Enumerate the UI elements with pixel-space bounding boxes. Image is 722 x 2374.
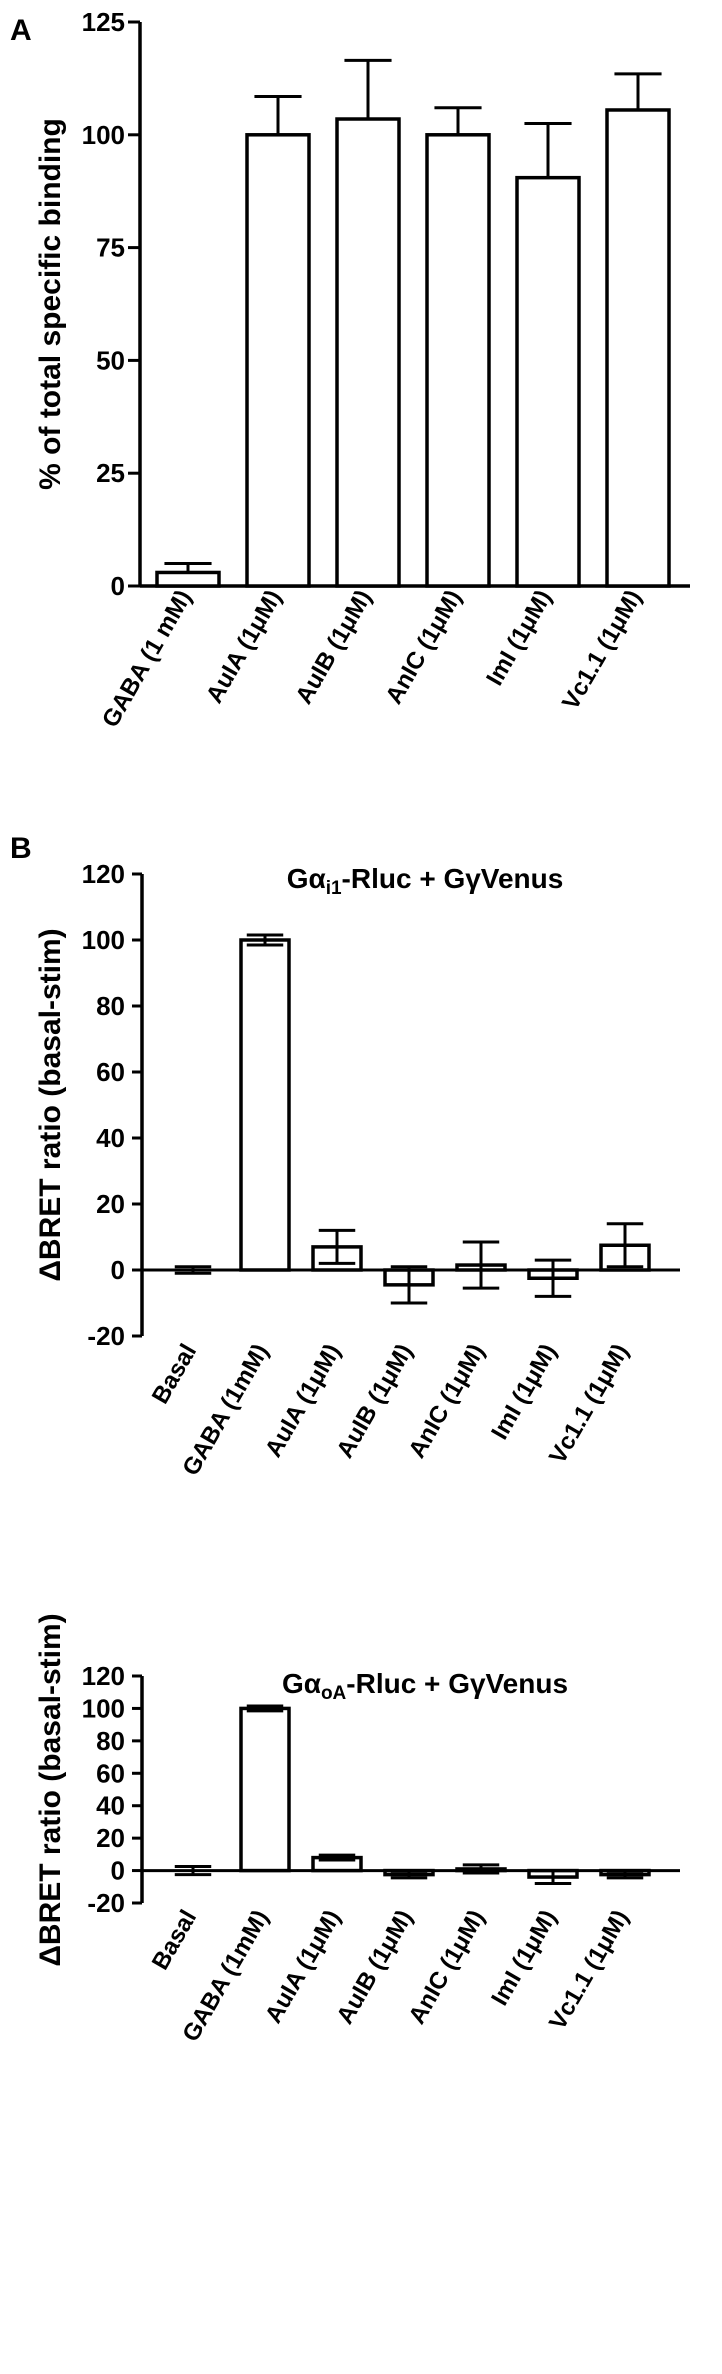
title-rest: -Rluc + GγVenus	[342, 863, 564, 894]
x-tick-label: AnIC (1μM)	[380, 586, 467, 709]
y-axis-label: ΔBRET ratio (basal-stim)	[34, 1613, 67, 1966]
y-axis-label: % of total specific binding	[34, 118, 67, 490]
bar	[515, 175, 581, 588]
x-tick-label: Vc1.1 (1μM)	[557, 586, 647, 715]
bar	[239, 938, 291, 1272]
title-main: Gα	[282, 1668, 321, 1699]
y-tick-label: 25	[96, 458, 125, 488]
bar	[155, 570, 221, 588]
x-tick-label: AnIC (1μM)	[403, 1906, 490, 2029]
y-tick-label: 100	[82, 925, 125, 955]
chart-panel-2: B Gαi1-Rluc + GγVenus -20 0 20 40 60 80 100 120 ΔB…	[10, 832, 680, 1480]
panel-label: B	[10, 832, 32, 865]
title-rest: -Rluc + GγVenus	[346, 1668, 568, 1699]
title-subscript: i1	[326, 878, 342, 899]
bar	[335, 117, 401, 588]
y-tick-label: 20	[96, 1189, 125, 1219]
y-tick-label: 75	[96, 233, 125, 263]
bar	[605, 108, 671, 588]
y-tick-label: 0	[111, 1255, 125, 1285]
x-tick-label: AuIB (1μM)	[331, 1340, 418, 1463]
chart-panel-1: A 0 25 50 75 100 125 % of total specific bindin…	[10, 7, 690, 732]
y-tick-label: 0	[111, 1856, 125, 1886]
y-tick-label: 80	[96, 991, 125, 1021]
y-tick-label: 40	[96, 1123, 125, 1153]
y-tick-label: 0	[111, 571, 125, 601]
x-tick-label: AnIC (1μM)	[403, 1340, 490, 1463]
x-tick-label: AuIA (1μM)	[260, 1340, 346, 1462]
x-tick-label: Basal	[147, 1340, 202, 1409]
y-tick-label: 20	[96, 1823, 125, 1853]
x-tick-label: AuIB (1μM)	[290, 586, 377, 709]
y-tick-label: 60	[96, 1057, 125, 1087]
x-tick-label: AuIA (1μM)	[260, 1906, 346, 2028]
x-tick-label: ImI (1μM)	[486, 1906, 562, 2011]
x-tick-label: AuIB (1μM)	[331, 1906, 418, 2029]
y-tick-label: 80	[96, 1726, 125, 1756]
y-tick-label: 60	[96, 1758, 125, 1788]
x-tick-label: ImI (1μM)	[486, 1340, 562, 1445]
y-tick-label: 40	[96, 1791, 125, 1821]
y-tick-label: 100	[82, 120, 125, 150]
y-tick-label: 120	[82, 1661, 125, 1691]
chart-title: Gαi1-Rluc + GγVenus	[287, 863, 564, 899]
y-tick-label: -20	[87, 1888, 125, 1918]
y-tick-label: 100	[82, 1693, 125, 1723]
y-tick-label: 120	[82, 859, 125, 889]
bar	[239, 1706, 291, 1873]
title-subscript: oA	[321, 1683, 347, 1704]
x-tick-label: AuIA (1μM)	[201, 586, 287, 708]
y-axis-label: ΔBRET ratio (basal-stim)	[34, 928, 67, 1281]
title-main: Gα	[287, 863, 326, 894]
x-tick-label: GABA (1 mM)	[97, 586, 197, 733]
panel-label: A	[10, 14, 32, 47]
chart-title: GαoA-Rluc + GγVenus	[282, 1668, 568, 1704]
x-tick-label: Basal	[147, 1906, 202, 1975]
y-tick-label: 125	[82, 7, 125, 37]
bar	[245, 133, 311, 588]
bar	[425, 133, 491, 588]
x-tick-label: ImI (1μM)	[481, 586, 557, 691]
y-tick-label: 50	[96, 345, 125, 375]
y-tick-label: -20	[87, 1321, 125, 1351]
